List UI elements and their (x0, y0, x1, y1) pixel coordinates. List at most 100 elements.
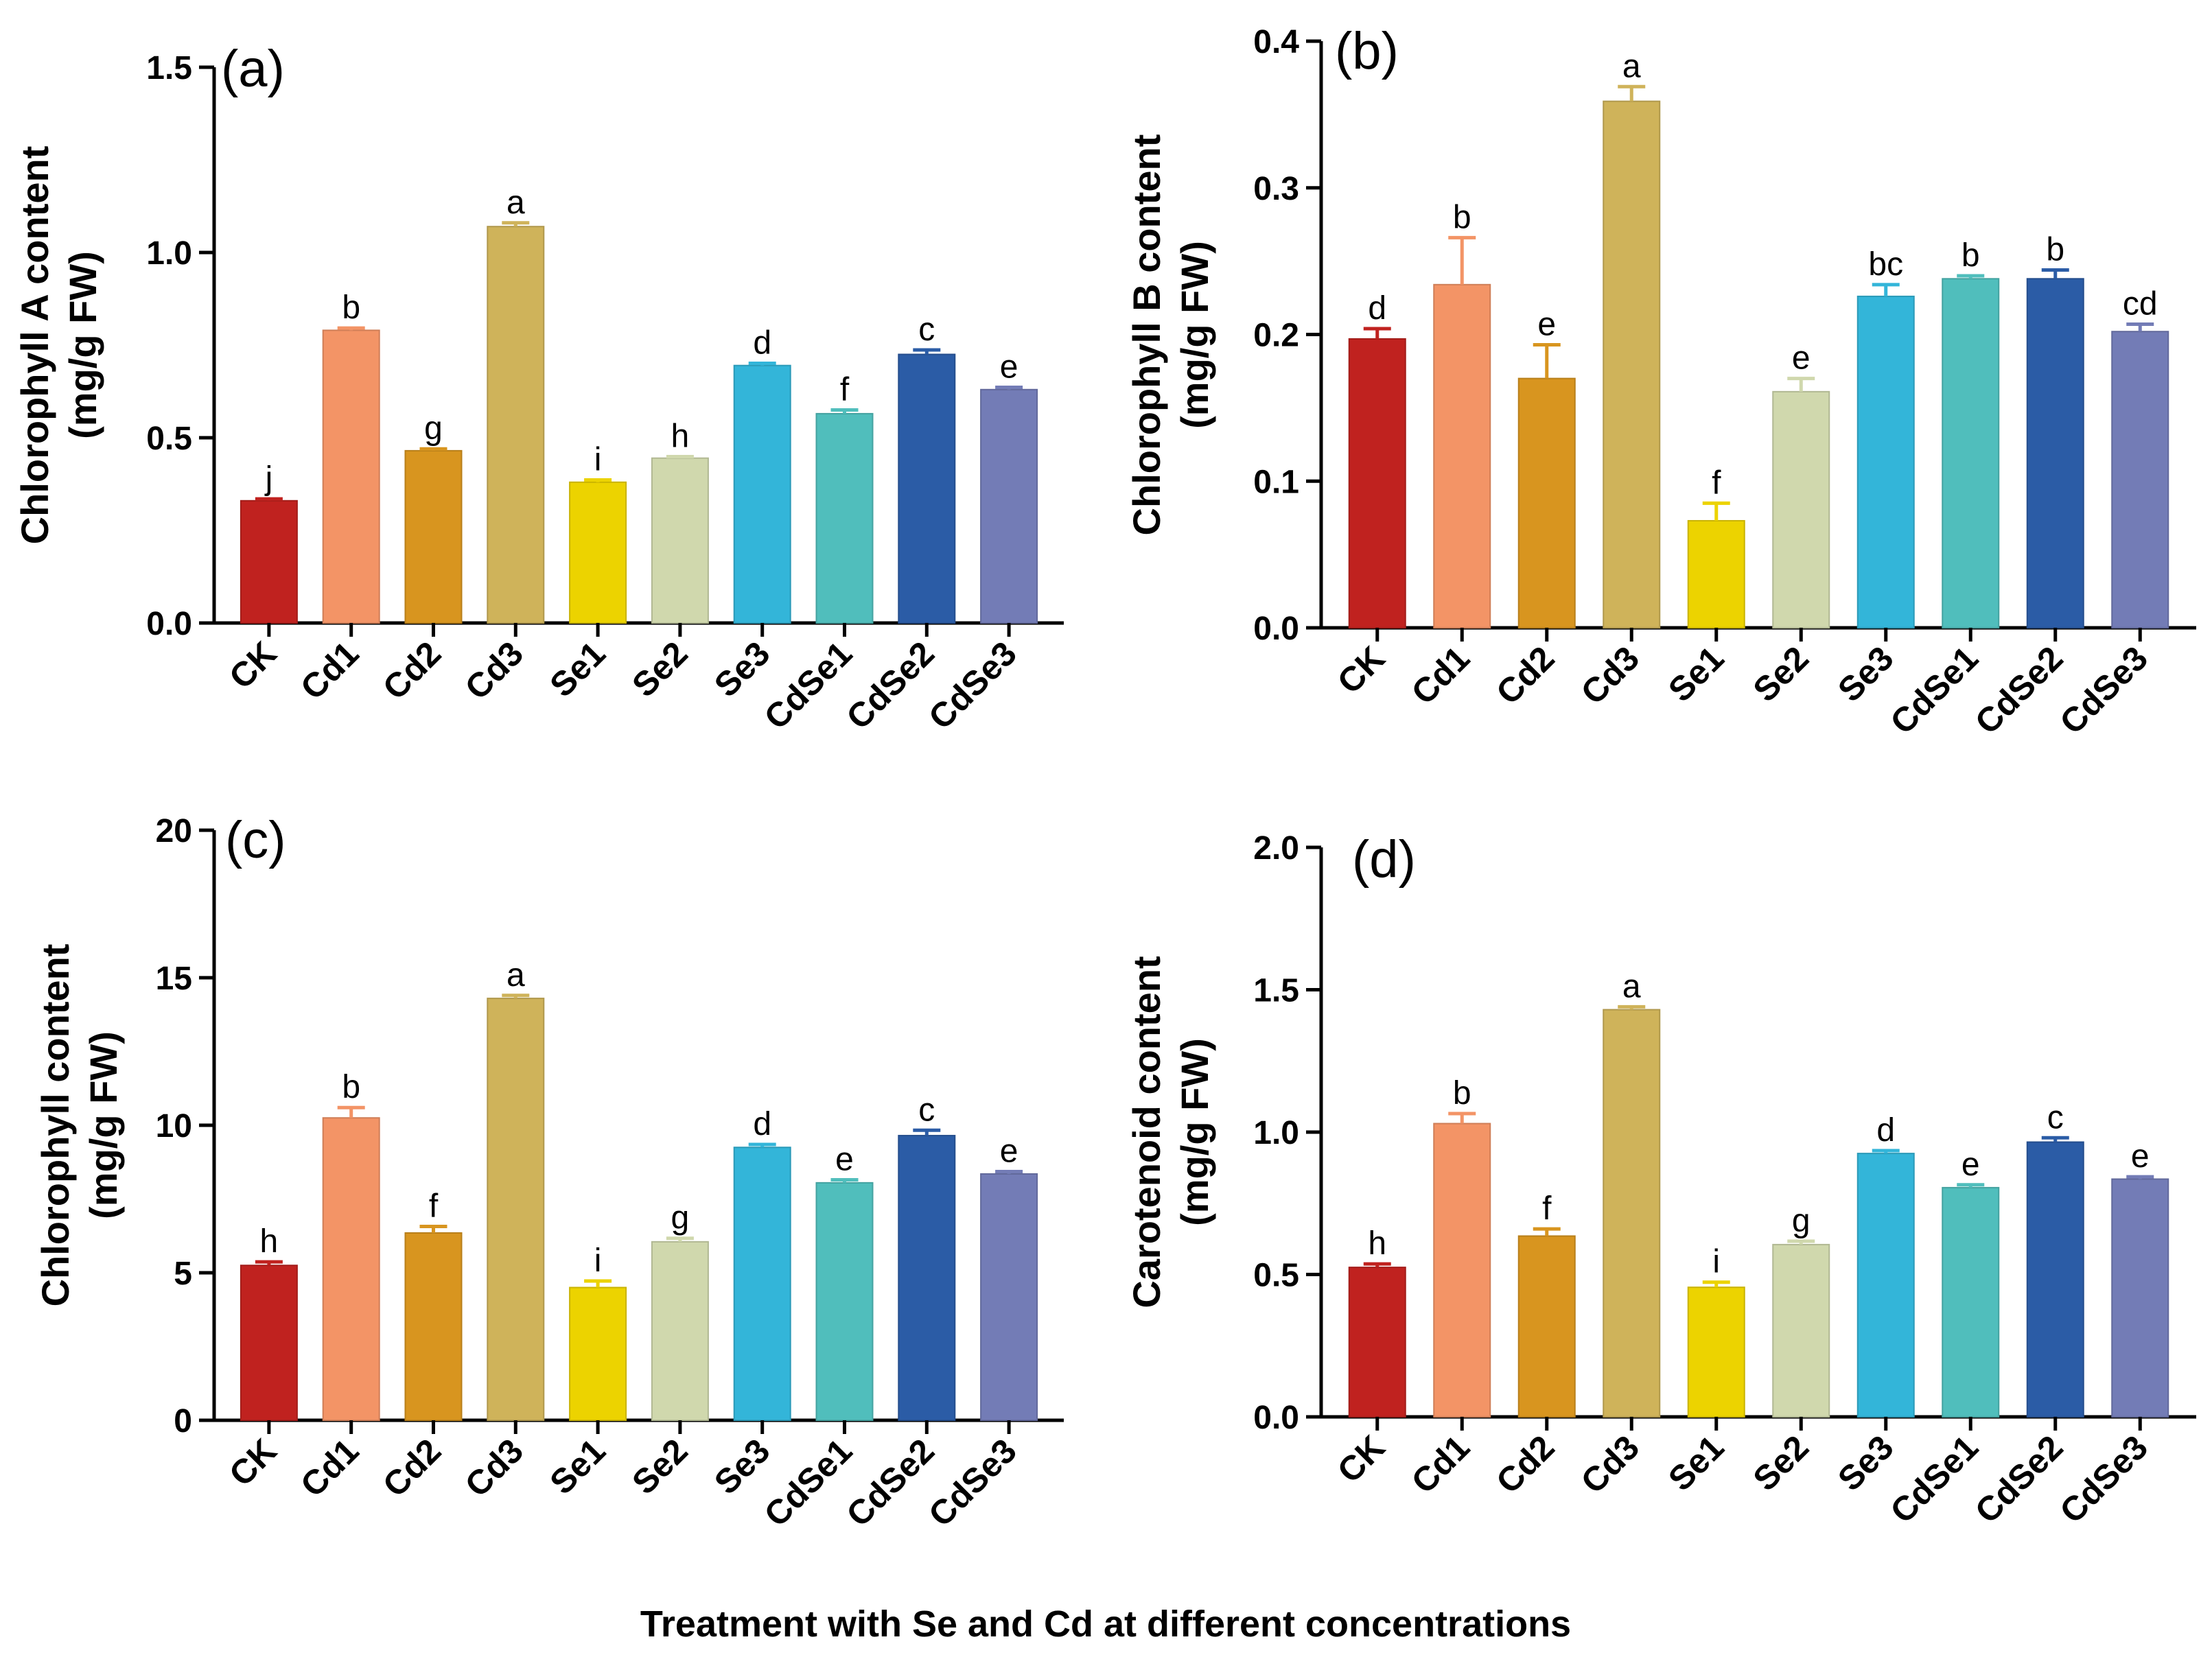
y-axis-label: Carotenoid content (mg/g FW) (1125, 956, 1216, 1308)
y-axis-label-line1: Carotenoid content (1125, 956, 1168, 1308)
x-tick-label: Cd2 (1489, 1428, 1561, 1501)
y-tick-label: 0.0 (146, 606, 192, 642)
x-tick-label: Se1 (542, 1431, 613, 1502)
x-tick-label: CdSe2 (839, 634, 942, 737)
x-tick-label: Cd1 (1404, 639, 1477, 712)
panel-label: (b) (1335, 22, 1399, 80)
x-tick-label: Se3 (707, 1431, 778, 1502)
y-axis-label: Chlorophyll A content (mg/g FW) (13, 146, 104, 545)
bar-cdse2 (2026, 278, 2084, 628)
significance-label: b (1453, 1075, 1471, 1112)
significance-label: e (1961, 1147, 1980, 1183)
bar-cd3 (487, 226, 545, 624)
bar-se1 (569, 481, 627, 624)
significance-label: e (835, 1142, 854, 1178)
bar-se2 (651, 457, 709, 624)
significance-label: j (264, 460, 273, 497)
bar-cd1 (322, 1117, 380, 1421)
significance-label: g (671, 1200, 690, 1236)
panel-c: 0 5 10 15 20 h CK b Cd1 f Cd2 a Cd3 i Se1 g Se2 d Se3 e CdSe… (34, 811, 1064, 1534)
significance-label: a (1622, 968, 1641, 1004)
y-tick-label: 2.0 (1253, 830, 1299, 867)
significance-label: c (918, 312, 935, 348)
bar-se3 (733, 1147, 791, 1421)
y-tick-label: 0.5 (1253, 1258, 1299, 1294)
y-axis-label-line1: Chlorophyll content (34, 944, 77, 1307)
bar-se1 (1687, 519, 1745, 629)
bar-se1 (569, 1286, 627, 1421)
y-tick-label: 0.0 (1253, 611, 1299, 647)
y-tick-label: 15 (156, 961, 192, 997)
bar-cd2 (1517, 1235, 1576, 1418)
x-tick-label: Se3 (1830, 639, 1901, 709)
x-tick-label: CdSe3 (921, 1431, 1024, 1534)
bar-ck (240, 500, 298, 624)
bar-se3 (1856, 295, 1915, 628)
x-tick-label: Se1 (1661, 1428, 1732, 1499)
y-tick-label: 1.5 (1253, 973, 1299, 1009)
significance-label: d (753, 1106, 771, 1142)
x-tick-label: Cd1 (1404, 1428, 1477, 1501)
x-tick-label: Se2 (625, 1431, 695, 1502)
y-tick-label: 0.3 (1253, 171, 1299, 207)
significance-label: b (1961, 237, 1980, 274)
x-tick-label: CK (1330, 639, 1393, 701)
panel-label: (c) (225, 811, 286, 869)
significance-label: h (260, 1223, 279, 1260)
bar-se1 (1687, 1286, 1745, 1418)
panel-label: (a) (221, 40, 285, 98)
bar-se2 (1772, 390, 1830, 628)
x-tick-label: CK (222, 1431, 284, 1494)
significance-label: b (1453, 199, 1471, 235)
x-tick-label: CdSe1 (1883, 1428, 1986, 1531)
y-tick-label: 1.0 (146, 235, 192, 272)
y-axis-label-line1: Chlorophyll A content (13, 146, 56, 545)
significance-label: b (342, 1069, 360, 1105)
bar-cd2 (1517, 377, 1576, 628)
significance-label: i (594, 1243, 602, 1279)
bar-cdse1 (815, 1182, 874, 1421)
x-tick-label: Se1 (542, 634, 613, 705)
x-tick-label: CdSe2 (1968, 639, 2071, 742)
y-tick-label: 0.4 (1253, 24, 1299, 60)
significance-label: e (2131, 1138, 2150, 1175)
y-tick-label: 0.1 (1253, 464, 1299, 500)
x-tick-label: Cd2 (375, 1431, 448, 1504)
x-tick-label: Cd1 (293, 634, 366, 707)
panel-a: 0.0 0.5 1.0 1.5 j CK b Cd1 g Cd2 a Cd3 i Se1 h Se2 d Se3 f… (13, 40, 1064, 737)
y-axis-label: Chlorophyll content (mg/g FW) (34, 944, 125, 1307)
significance-label: d (753, 325, 771, 361)
significance-label: e (1792, 340, 1811, 377)
y-tick-label: 1.0 (1253, 1115, 1299, 1151)
y-axis-label-line2: (mg/g FW) (1173, 241, 1216, 429)
y-tick-label: 5 (174, 1256, 192, 1292)
panel-label: (d) (1352, 830, 1416, 889)
bar-ck (1348, 1267, 1406, 1418)
bar-se3 (1856, 1153, 1915, 1418)
bar-cdse3 (2111, 1178, 2169, 1418)
y-tick-label: 0.2 (1253, 318, 1299, 354)
bar-cdse2 (898, 1135, 956, 1422)
bar-cd1 (1433, 283, 1491, 628)
bar-ck (1348, 338, 1406, 628)
y-axis-label-line2: (mg/g FW) (82, 1031, 125, 1219)
x-tick-label: Se1 (1661, 639, 1732, 709)
bar-cd2 (404, 1232, 463, 1421)
y-axis-label-line1: Chlorophyll B content (1125, 134, 1168, 536)
significance-label: i (1712, 1244, 1720, 1280)
x-tick-label: Cd3 (1574, 639, 1646, 712)
significance-label: h (1368, 1225, 1386, 1262)
bar-cdse1 (1942, 278, 2000, 628)
bar-cdse2 (2026, 1141, 2084, 1418)
significance-label: c (918, 1092, 935, 1128)
x-tick-label: Cd1 (293, 1431, 366, 1504)
x-tick-label: CK (222, 634, 284, 696)
x-tick-label: Se3 (707, 634, 778, 705)
significance-label: a (1622, 48, 1641, 84)
significance-label: f (429, 1188, 439, 1224)
significance-label: d (1876, 1112, 1895, 1149)
y-tick-label: 10 (156, 1108, 192, 1144)
significance-label: i (594, 442, 602, 478)
significance-label: c (2047, 1099, 2064, 1136)
